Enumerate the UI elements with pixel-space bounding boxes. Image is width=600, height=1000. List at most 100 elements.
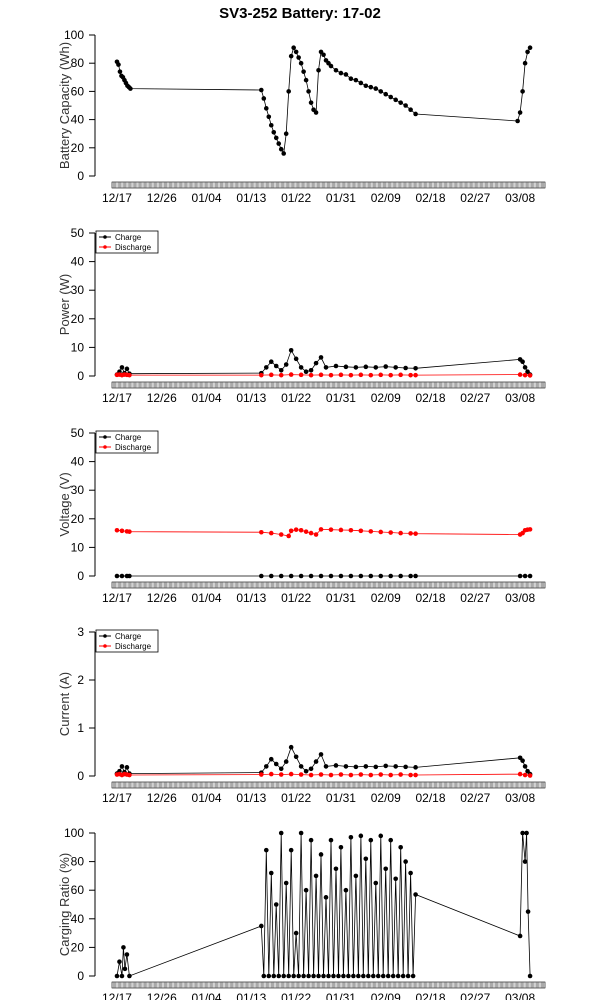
data-point: [353, 365, 359, 370]
data-point: [410, 973, 416, 979]
data-point: [293, 356, 299, 362]
data-point: [323, 365, 329, 370]
y-tick-label: 1: [77, 721, 84, 735]
data-point: [318, 573, 324, 579]
data-point: [276, 973, 282, 979]
data-point: [303, 529, 309, 534]
data-point: [259, 372, 264, 378]
data-point: [393, 764, 398, 769]
data-point: [368, 837, 374, 843]
data-point: [323, 764, 329, 769]
data-point: [286, 533, 291, 539]
data-point: [308, 367, 314, 373]
data-point: [303, 77, 309, 83]
data-point: [281, 151, 287, 156]
y-tick-label: 3: [77, 625, 84, 639]
x-tick-label: 01/04: [192, 591, 222, 605]
data-point: [400, 973, 406, 979]
data-point: [525, 49, 530, 55]
data-point: [303, 887, 309, 893]
data-point: [271, 973, 277, 979]
data-point: [298, 764, 304, 769]
data-point: [278, 772, 284, 777]
data-point: [288, 573, 294, 579]
data-point: [408, 573, 413, 579]
data-point: [522, 365, 528, 370]
data-point: [390, 973, 396, 979]
data-point: [313, 360, 319, 366]
x-tick-label: 02/18: [416, 191, 446, 205]
data-point: [313, 532, 319, 537]
data-point: [522, 60, 528, 66]
data-point: [353, 764, 359, 770]
data-point: [328, 63, 334, 69]
data-point: [368, 529, 374, 534]
legend-marker: [103, 644, 107, 648]
data-point: [291, 45, 296, 50]
data-point: [520, 359, 525, 365]
data-point: [338, 372, 344, 378]
data-point: [517, 933, 523, 939]
data-point: [301, 973, 306, 979]
data-point: [375, 973, 381, 979]
legend-marker: [103, 235, 107, 239]
legend-marker: [103, 245, 107, 249]
data-point: [316, 67, 321, 73]
data-point: [413, 365, 418, 371]
data-point: [259, 772, 264, 777]
data-point: [278, 532, 284, 537]
data-point: [373, 764, 379, 770]
data-point: [413, 111, 418, 117]
data-point: [368, 772, 374, 778]
data-point: [298, 573, 304, 579]
y-tick-label: 20: [71, 940, 85, 954]
data-point: [271, 129, 277, 135]
data-point: [338, 845, 344, 850]
x-tick-label: 02/09: [371, 191, 401, 205]
y-tick-label: 0: [77, 969, 84, 983]
data-point: [276, 141, 282, 146]
data-point: [124, 952, 130, 957]
data-point: [127, 529, 132, 534]
data-point: [321, 52, 326, 58]
data-point: [525, 909, 531, 914]
data-point: [343, 72, 349, 77]
data-point: [127, 772, 132, 778]
y-tick-label: 0: [77, 369, 84, 383]
data-point: [328, 772, 334, 778]
data-point: [373, 880, 379, 886]
x-tick-label: 12/17: [102, 991, 132, 1000]
x-tick-label: 02/27: [460, 791, 490, 805]
data-point: [378, 372, 384, 378]
y-tick-label: 10: [71, 340, 85, 354]
data-point: [524, 830, 529, 836]
data-point: [318, 752, 324, 757]
y-tick-label: 60: [71, 84, 85, 98]
data-point: [517, 573, 523, 579]
data-point: [306, 973, 311, 979]
data-point: [398, 372, 403, 378]
x-tick-label: 02/09: [371, 791, 401, 805]
data-point: [296, 973, 301, 979]
data-point: [348, 772, 354, 778]
legend-label: Charge: [115, 632, 142, 641]
data-point: [273, 363, 279, 369]
data-point: [517, 771, 523, 777]
data-point: [383, 763, 389, 769]
data-point: [308, 837, 314, 843]
series-line-data: [116, 832, 531, 977]
data-point: [119, 764, 125, 769]
data-point: [358, 528, 364, 534]
data-point: [328, 573, 334, 579]
data-point: [308, 530, 314, 536]
chart-panel-2: 0 10 20 30 40 50 Power (W) 12/17 12/26 01/04 01/13…: [57, 226, 546, 405]
legend-label: Discharge: [115, 443, 152, 452]
data-point: [346, 973, 351, 979]
data-point: [383, 364, 389, 369]
data-point: [283, 131, 289, 136]
chart-panel-5: 0 20 40 60 80 100 Carging Ratio (%) 12/17 12/26 0…: [57, 826, 546, 1000]
x-tick-label: 01/31: [326, 791, 356, 805]
data-point: [321, 973, 326, 979]
data-point: [405, 973, 411, 979]
